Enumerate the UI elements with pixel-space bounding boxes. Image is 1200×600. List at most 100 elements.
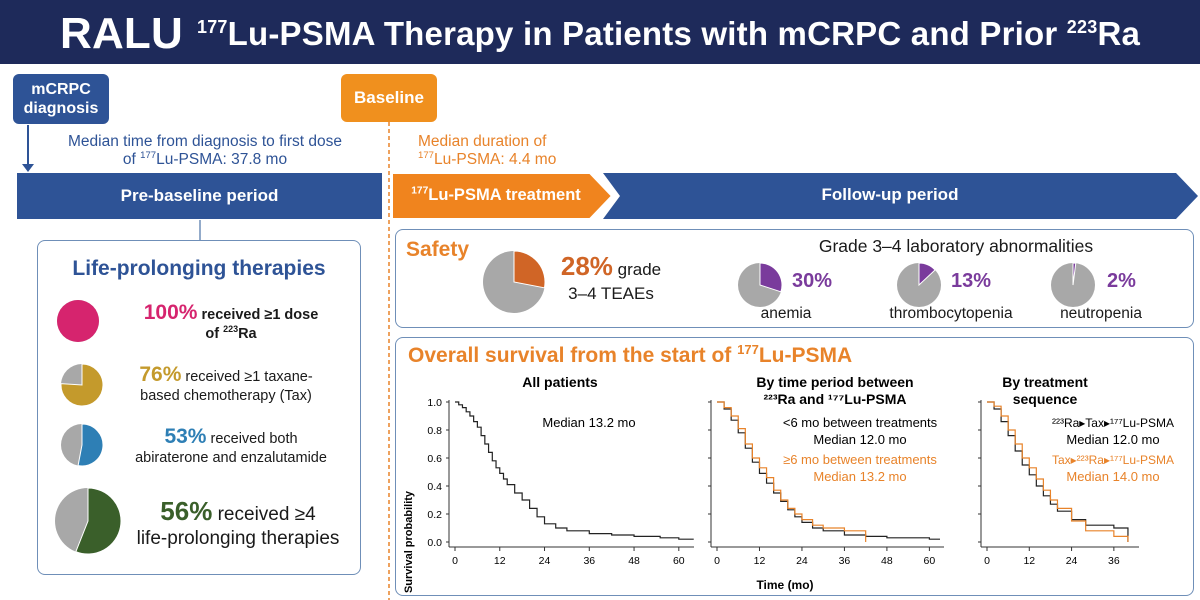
safety-title: Safety	[406, 238, 470, 261]
timeline-lines	[22, 122, 390, 600]
baseline-label: Baseline	[354, 88, 424, 107]
km-x-tick-label-2-0: 0	[984, 555, 990, 567]
km-x-tick-label-0-1: 12	[494, 555, 506, 567]
km-x-tick-label-1-3: 36	[839, 555, 851, 567]
anemia-label: anemia	[760, 305, 812, 322]
lab-title: Grade 3–4 laboratory abnormalities	[818, 236, 1094, 256]
lp-pie-1-value-slice	[60, 363, 104, 407]
lp-text1-taxane: received ≥1 taxane-	[181, 369, 313, 385]
lab-pie-0-value-slice	[759, 262, 783, 293]
followup-arrow	[603, 173, 1198, 219]
baseline-note-line1: Median duration of	[418, 133, 547, 150]
km-panel2-series2-median: Median 13.2 mo	[813, 469, 906, 484]
km-panel3-title-line2: sequence	[1013, 391, 1078, 407]
teae-pie-chart	[483, 250, 546, 313]
teae-pct: 28%	[560, 251, 613, 281]
km-y-tick-label-2: 0.4	[427, 481, 442, 493]
km-x-tick-label-0-0: 0	[452, 555, 458, 567]
neutropenia-label: neutropenia	[1060, 305, 1142, 322]
lab-pie-2-value-slice	[1072, 262, 1077, 286]
study-acronym: RALU	[59, 9, 183, 58]
treatment-followup-arrows	[391, 173, 1198, 219]
treatment-arrow	[391, 173, 614, 219]
km-x-tick-label-1-5: 60	[924, 555, 936, 567]
km-curve-0-0	[455, 401, 694, 540]
x-axis-label: Time (mo)	[756, 578, 813, 592]
km-y-tick-label-0: 0.0	[427, 537, 442, 549]
km-x-tick-label-1-1: 12	[754, 555, 766, 567]
km-panel1-title: All patients	[522, 374, 598, 390]
survival-panel: Overall survival from the start of 177Lu…	[395, 337, 1194, 596]
thrombocytopenia-pct: 13%	[951, 270, 992, 292]
treatment-label: 177Lu-PSMA treatment	[396, 186, 596, 205]
diagnosis-note-line2: of 177Lu-PSMA: 37.8 mo	[40, 151, 370, 169]
km-x-tick-label-1-4: 48	[881, 555, 893, 567]
lp-text2post-radium: Ra	[238, 326, 257, 342]
km-panel2-series1-label: <6 mo between treatments	[783, 415, 938, 430]
km-x-tick-label-2-1: 12	[1023, 555, 1035, 567]
km-survival-charts: Survival probability Time (mo) All patie…	[403, 374, 1174, 593]
km-panel3-series2-label: Tax▸²²³Ra▸¹⁷⁷Lu-PSMA	[1052, 453, 1174, 467]
pie-chart-radium	[57, 300, 99, 342]
teae-text: 28% grade 3–4 TEAEs	[546, 251, 676, 306]
teae-pie-value-slice	[513, 250, 546, 289]
ra-superscript: 223	[1066, 17, 1098, 37]
lp-pct-four: 56%	[160, 496, 213, 526]
diagnosis-note: Median time from diagnosis to first dose…	[40, 133, 370, 169]
dn-sup: 177	[140, 149, 157, 161]
km-y-tick-label-4: 0.8	[427, 425, 442, 437]
y-axis-label: Survival probability	[403, 490, 415, 593]
km-panel2-title-line2: ²²³Ra and ¹⁷⁷Lu-PSMA	[764, 391, 907, 407]
lp-text2-taxane: based chemotherapy (Tax)	[140, 388, 312, 404]
prebaseline-bar: Pre-baseline period	[17, 173, 382, 219]
page-title: RALU 177Lu-PSMA Therapy in Patients with …	[60, 9, 1140, 59]
lp-pie-2-value-slice	[77, 423, 104, 467]
safety-panel: Safety 28% grade 3–4 TEAEs Grade 3–4 lab…	[395, 229, 1194, 328]
lp-pie-3-value-slice	[75, 487, 122, 555]
life-prolonging-panel: Life-prolonging therapies 100% received …	[37, 240, 361, 575]
teae-label1: grade	[612, 260, 662, 279]
lab-pie-1-value-slice	[918, 262, 936, 287]
km-x-tick-label-1-2: 24	[796, 555, 808, 567]
lp-item-abi-enza: 53% received both abiraterone and enzalu…	[116, 426, 346, 468]
km-panel2-title-line1: By time period between	[756, 374, 913, 390]
lp-pct-radium: 100%	[143, 301, 198, 324]
lp-item-four-therapies: 56% received ≥4 life-prolonging therapie…	[122, 496, 354, 551]
baseline-tag: Baseline	[341, 74, 437, 122]
pie-chart-abi-enza	[61, 423, 104, 467]
km-curve-2-1	[987, 401, 1129, 542]
treatment-sup: 177	[411, 185, 429, 197]
km-panel2-series2-label: ≥6 mo between treatments	[783, 452, 937, 467]
title-ra: Ra	[1097, 15, 1141, 52]
lp-sup-radium: 223	[223, 324, 239, 335]
diagnosis-tag: mCRPC diagnosis	[13, 74, 109, 124]
diagnosis-label: mCRPC diagnosis	[23, 81, 99, 117]
life-prolonging-title: Life-prolonging therapies	[72, 257, 326, 280]
neutropenia-pct: 2%	[1107, 270, 1136, 292]
lp-text2-four: life-prolonging therapies	[136, 528, 340, 549]
km-x-tick-label-0-5: 60	[673, 555, 685, 567]
lp-item-taxane: 76% received ≥1 taxane- based chemothera…	[116, 363, 336, 406]
thrombocytopenia-pie-chart	[897, 262, 941, 307]
survival-title: Overall survival from the start of 177Lu…	[408, 343, 853, 368]
lp-text2-abi-enza: abiraterone and enzalutamide	[135, 450, 327, 466]
baseline-note-line2: 177Lu-PSMA: 4.4 mo	[418, 151, 618, 169]
km-panel2-series1-median: Median 12.0 mo	[813, 432, 906, 447]
followup-label: Follow-up period	[760, 185, 1020, 205]
pie-chart-four-therapies	[55, 487, 122, 555]
km-panel3-title-line1: By treatment	[1002, 374, 1088, 390]
survival-title-post: Lu-PSMA	[758, 344, 853, 367]
km-y-tick-label-3: 0.6	[427, 453, 442, 465]
diagnosis-note-line1: Median time from diagnosis to first dose	[68, 133, 342, 150]
km-curve-1-1	[717, 401, 867, 542]
km-panel1-median: Median 13.2 mo	[542, 415, 635, 430]
km-x-tick-label-0-2: 24	[539, 555, 551, 567]
km-panel3-series1-median: Median 12.0 mo	[1066, 432, 1159, 447]
lu-superscript: 177	[196, 17, 228, 37]
km-x-tick-label-0-4: 48	[628, 555, 640, 567]
km-x-tick-label-2-3: 36	[1108, 555, 1120, 567]
title-text: Lu-PSMA Therapy in Patients with mCRPC a…	[227, 15, 1067, 52]
lp-pct-taxane: 76%	[139, 363, 182, 386]
anemia-pie-chart	[738, 262, 783, 307]
anemia-pct: 30%	[792, 270, 833, 292]
